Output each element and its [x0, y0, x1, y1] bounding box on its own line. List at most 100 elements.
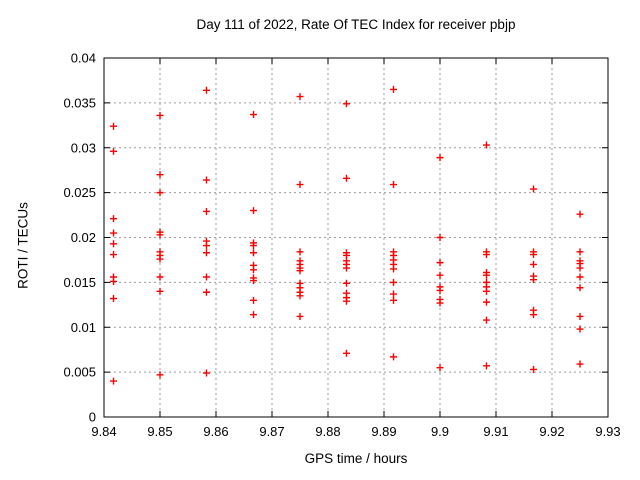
data-point-marker [530, 311, 538, 319]
data-point-marker [390, 353, 398, 361]
data-point-marker [530, 260, 538, 268]
data-point-marker [436, 364, 444, 372]
data-point-marker [110, 251, 118, 259]
data-point-marker [110, 295, 118, 303]
y-tick-label: 0.035 [63, 95, 96, 110]
data-point-marker [202, 288, 210, 296]
data-point-marker [202, 176, 210, 184]
data-point-marker [156, 189, 164, 197]
data-point-marker [110, 229, 118, 237]
data-point-marker [202, 273, 210, 281]
data-point-marker [202, 86, 210, 94]
data-point-marker [530, 276, 538, 284]
data-point-marker [110, 122, 118, 130]
data-point-marker [202, 207, 210, 215]
x-tick-label: 9.87 [259, 424, 284, 439]
data-point-marker [156, 273, 164, 281]
data-point-marker [342, 264, 350, 272]
data-point-marker [482, 251, 490, 259]
data-point-marker [390, 265, 398, 273]
data-point-marker [156, 171, 164, 179]
data-point-marker [390, 290, 398, 298]
data-point-marker [530, 365, 538, 373]
data-point-marker [250, 207, 258, 215]
y-tick-label: 0.015 [63, 275, 96, 290]
data-point-marker [156, 255, 164, 263]
y-axis-label: ROTI / TECUs [15, 202, 31, 289]
data-point-marker [390, 278, 398, 286]
y-tick-label: 0 [89, 410, 96, 425]
data-point-marker [482, 271, 490, 279]
data-point-marker [110, 377, 118, 385]
data-point-marker [436, 286, 444, 294]
data-point-marker [250, 266, 258, 274]
data-point-marker [436, 259, 444, 267]
y-tick-label: 0.025 [63, 185, 96, 200]
data-point-marker [576, 248, 584, 256]
data-point-marker [530, 251, 538, 259]
data-point-marker [156, 371, 164, 379]
data-point-marker [250, 249, 258, 257]
y-tick-label: 0.01 [71, 320, 96, 335]
data-point-marker [482, 316, 490, 324]
data-point-marker [482, 362, 490, 370]
y-tick-label: 0.005 [63, 365, 96, 380]
data-point-marker [482, 287, 490, 295]
x-axis-label: GPS time / hours [304, 451, 408, 466]
data-point-marker [156, 111, 164, 119]
data-point-marker [436, 154, 444, 162]
data-point-marker [110, 147, 118, 155]
y-tick-label: 0.02 [71, 230, 96, 245]
data-point-marker [342, 174, 350, 182]
data-point-marker [342, 349, 350, 357]
data-point-marker [202, 369, 210, 377]
data-point-marker [110, 240, 118, 248]
data-point-marker [250, 311, 258, 319]
data-point-marker [156, 231, 164, 239]
y-tick-label: 0.03 [71, 140, 96, 155]
data-point-marker [482, 141, 490, 149]
data-point-marker [576, 273, 584, 281]
plot-title: Day 111 of 2022, Rate Of TEC Index for r… [196, 17, 516, 32]
data-point-marker [296, 267, 304, 275]
data-point-marker [390, 181, 398, 189]
y-tick-label: 0.04 [71, 51, 96, 66]
data-point-marker [250, 242, 258, 250]
data-point-marker [576, 312, 584, 320]
data-point-marker [250, 296, 258, 304]
data-point-marker [296, 93, 304, 101]
data-point-marker [436, 234, 444, 241]
data-point-marker [342, 297, 350, 305]
data-point-marker [250, 111, 258, 119]
data-point-marker [390, 85, 398, 93]
data-point-marker [576, 210, 584, 218]
x-tick-label: 9.85 [147, 424, 172, 439]
x-tick-label: 9.91 [483, 424, 508, 439]
data-point-marker [156, 287, 164, 295]
x-tick-label: 9.86 [203, 424, 228, 439]
data-point-marker [110, 277, 118, 285]
data-point-marker [530, 185, 538, 193]
data-point-marker [202, 249, 210, 257]
data-point-marker [576, 360, 584, 368]
data-point-marker [202, 242, 210, 250]
data-point-marker [110, 215, 118, 223]
data-point-marker [482, 298, 490, 306]
data-point-marker [436, 299, 444, 307]
data-point-marker [576, 284, 584, 292]
x-tick-label: 9.9 [431, 424, 449, 439]
data-point-marker [390, 296, 398, 304]
x-tick-label: 9.88 [315, 424, 340, 439]
x-tick-label: 9.93 [595, 424, 620, 439]
x-tick-label: 9.89 [371, 424, 396, 439]
data-point-marker [296, 312, 304, 320]
data-point-marker [576, 264, 584, 272]
data-point-marker [436, 271, 444, 279]
data-point-marker [250, 277, 258, 285]
data-point-marker [296, 292, 304, 300]
x-tick-label: 9.84 [91, 424, 116, 439]
data-point-marker [342, 279, 350, 287]
x-tick-label: 9.92 [539, 424, 564, 439]
